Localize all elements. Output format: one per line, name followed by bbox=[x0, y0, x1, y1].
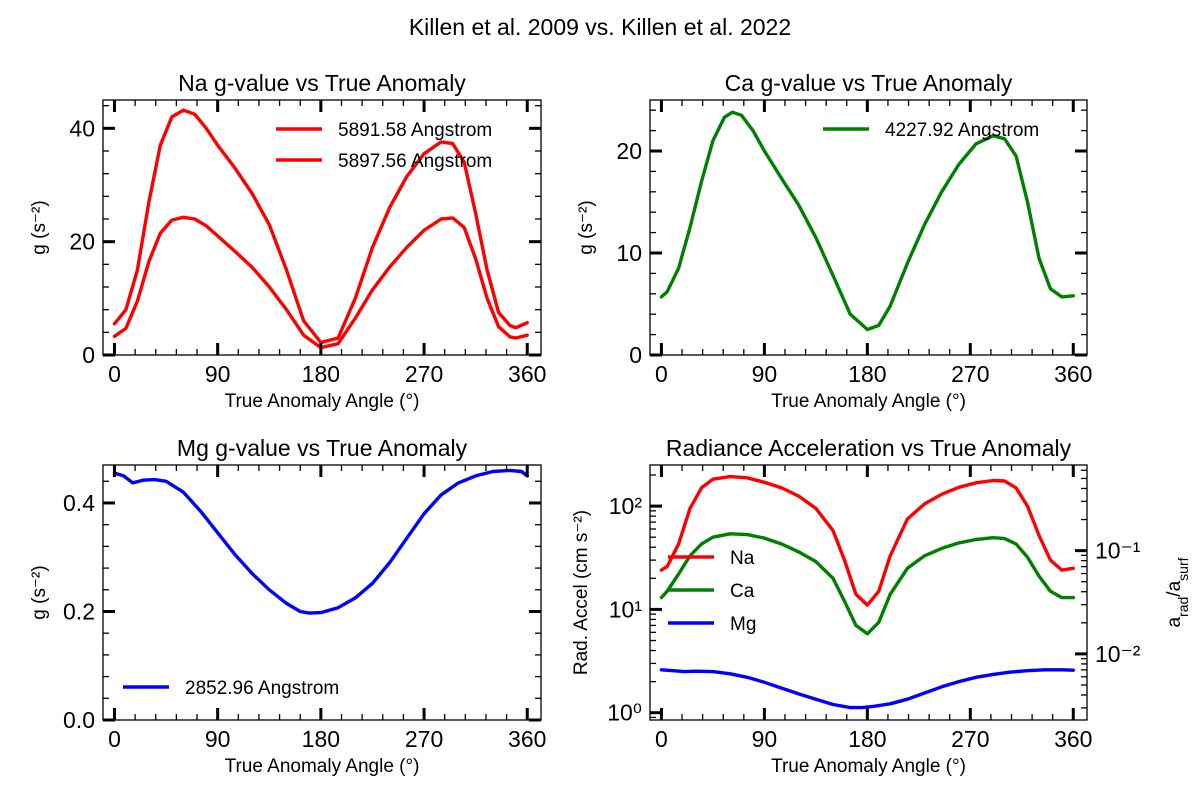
mg-xtick-label: 270 bbox=[405, 726, 443, 752]
rad-y2label: arad/asurf bbox=[1164, 557, 1191, 627]
na-legend-label: 5891.58 Angstrom bbox=[338, 120, 492, 141]
na-xtick-label: 360 bbox=[508, 361, 546, 387]
na-ytick-label: 0 bbox=[82, 342, 95, 368]
na-title: Na g-value vs True Anomaly bbox=[178, 70, 466, 96]
mg-xtick-label: 180 bbox=[302, 726, 340, 752]
ca-xtick-label: 90 bbox=[752, 361, 778, 387]
figure-title: Killen et al. 2009 vs. Killen et al. 202… bbox=[409, 14, 791, 40]
rad-y2tick-label: 10⁻¹ bbox=[1095, 538, 1141, 564]
rad-xtick-label: 270 bbox=[951, 726, 989, 752]
rad-series-0-line bbox=[659, 474, 1076, 607]
ca-xlabel: True Anomaly Angle (°) bbox=[771, 391, 966, 412]
na-ytick-label: 20 bbox=[69, 229, 95, 255]
na-legend: 5891.58 Angstrom 5897.56 Angstrom bbox=[276, 120, 492, 172]
na-ylabel: g (s⁻²) bbox=[29, 200, 50, 254]
rad-xtick-label: 180 bbox=[848, 726, 886, 752]
ca-series-0-line bbox=[659, 110, 1076, 332]
mg-legend-label: 2852.96 Angstrom bbox=[185, 678, 339, 699]
ca-panel: Ca g-value vs True Anomaly 0 90 180 270 360 Tr… bbox=[576, 70, 1092, 412]
mg-title: Mg g-value vs True Anomaly bbox=[177, 435, 468, 461]
mg-xlabel: True Anomaly Angle (°) bbox=[225, 756, 420, 777]
na-legend-label: 5897.56 Angstrom bbox=[338, 151, 492, 172]
rad-ytick-label: 10¹ bbox=[609, 596, 643, 622]
rad-ytick-label: 10² bbox=[609, 493, 643, 519]
mg-ytick-label: 0.4 bbox=[63, 490, 95, 516]
na-xlabel: True Anomaly Angle (°) bbox=[225, 391, 420, 412]
rad-legend-label: Ca bbox=[730, 581, 755, 602]
rad-legend: Na Ca Mg bbox=[668, 548, 756, 635]
rad-frame bbox=[649, 464, 1088, 721]
na-xtick-label: 270 bbox=[405, 361, 443, 387]
mg-series-0-line bbox=[112, 468, 529, 615]
rad-ytick-label: 10⁰ bbox=[607, 700, 642, 726]
mg-ytick-label: 0.2 bbox=[63, 598, 95, 624]
mg-xtick-label: 0 bbox=[108, 726, 121, 752]
mg-ylabel: g (s⁻²) bbox=[29, 565, 50, 619]
rad-xlabel: True Anomaly Angle (°) bbox=[771, 756, 966, 777]
rad-xtick-label: 360 bbox=[1054, 726, 1092, 752]
ca-legend-label: 4227.92 Angstrom bbox=[885, 120, 1039, 141]
mg-ytick-label: 0.0 bbox=[63, 707, 95, 733]
rad-legend-label: Mg bbox=[730, 614, 756, 635]
ca-ytick-label: 10 bbox=[616, 240, 642, 266]
mg-legend: 2852.96 Angstrom bbox=[123, 678, 339, 699]
rad-y2tick-label: 10⁻² bbox=[1095, 641, 1141, 667]
mg-xtick-label: 90 bbox=[205, 726, 231, 752]
na-series-1-line bbox=[112, 215, 529, 350]
ca-ytick-label: 20 bbox=[616, 138, 642, 164]
ca-xtick-label: 180 bbox=[848, 361, 886, 387]
rad-xtick-label: 90 bbox=[752, 726, 778, 752]
ca-xtick-label: 0 bbox=[655, 361, 668, 387]
rad-legend-label: Na bbox=[730, 548, 755, 569]
mg-panel: Mg g-value vs True Anomaly 0 90 180 270 360 Tr… bbox=[29, 435, 546, 777]
na-series-0-line bbox=[112, 108, 529, 345]
na-panel: Na g-value vs True Anomaly 0 90 180 270 360 Tr… bbox=[29, 70, 546, 412]
na-xtick-label: 180 bbox=[302, 361, 340, 387]
rad-ylabel: Rad. Accel (cm s⁻²) bbox=[571, 510, 592, 675]
na-xtick-label: 0 bbox=[108, 361, 121, 387]
ca-legend: 4227.92 Angstrom bbox=[823, 120, 1039, 141]
rad-series-2-line bbox=[659, 668, 1076, 710]
ca-title: Ca g-value vs True Anomaly bbox=[725, 70, 1013, 96]
ca-ytick-label: 0 bbox=[629, 342, 642, 368]
na-xtick-label: 90 bbox=[205, 361, 231, 387]
rad-series-1-line bbox=[659, 532, 1076, 636]
mg-xtick-label: 360 bbox=[508, 726, 546, 752]
ca-ylabel: g (s⁻²) bbox=[576, 200, 597, 254]
ca-xtick-label: 360 bbox=[1054, 361, 1092, 387]
rad-title: Radiance Acceleration vs True Anomaly bbox=[666, 435, 1072, 461]
rad-panel: Radiance Acceleration vs True Anomaly 0 90… bbox=[571, 435, 1191, 777]
rad-xtick-label: 0 bbox=[655, 726, 668, 752]
na-ytick-label: 40 bbox=[69, 115, 95, 141]
ca-xtick-label: 270 bbox=[951, 361, 989, 387]
